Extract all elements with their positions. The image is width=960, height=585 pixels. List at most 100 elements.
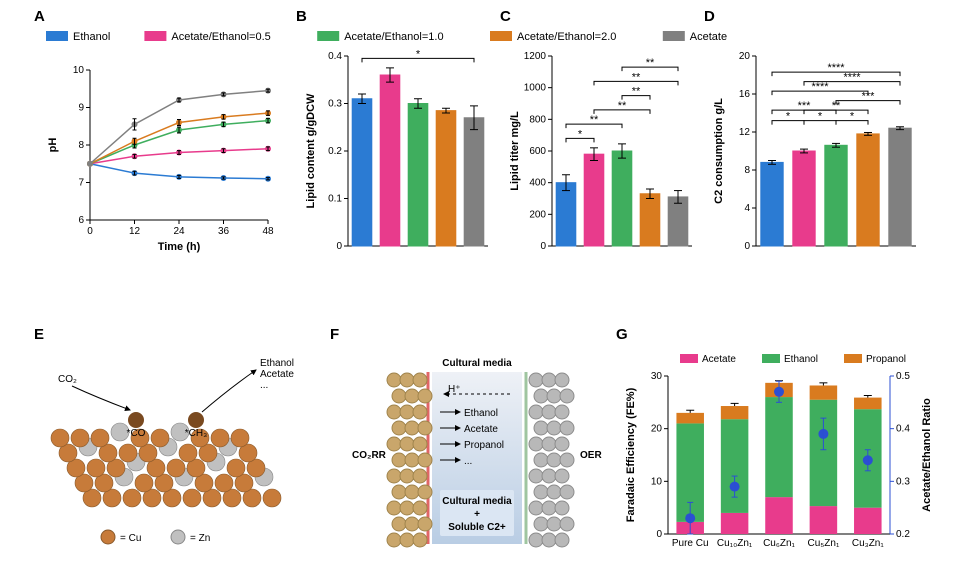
svg-text:0.1: 0.1 — [328, 194, 342, 205]
svg-text:Propanol: Propanol — [464, 440, 504, 451]
panel-label-b: B — [296, 8, 307, 25]
svg-text:9: 9 — [78, 103, 84, 114]
svg-text:0: 0 — [540, 241, 546, 252]
svg-text:0.2: 0.2 — [896, 529, 910, 540]
svg-text:****: **** — [811, 81, 829, 93]
svg-text:**: ** — [590, 114, 599, 126]
svg-text:*: * — [578, 128, 583, 140]
panel-a-chart: 0 12 24 36 48 6 7 8 9 10 Time (h) pH — [46, 60, 276, 260]
svg-text:0: 0 — [336, 241, 342, 252]
svg-text:1200: 1200 — [524, 51, 547, 62]
svg-text:+: + — [474, 509, 480, 520]
svg-text:12: 12 — [129, 226, 141, 237]
svg-text:Ethanol: Ethanol — [73, 31, 110, 43]
svg-text:8: 8 — [744, 165, 750, 176]
panel-label-a: A — [34, 8, 45, 25]
svg-text:Acetate: Acetate — [702, 354, 736, 365]
panel-f-diagram: Cultural media H⁺ Ethanol Acetate Propanol..… — [336, 348, 606, 568]
shared-legend: Ethanol Acetate/Ethanol=0.5 Acetate/Ethano… — [46, 28, 916, 46]
svg-text:Cu₆Zn₁: Cu₆Zn₁ — [763, 538, 795, 549]
svg-text:12: 12 — [739, 127, 751, 138]
svg-text:**: ** — [632, 71, 641, 83]
panel-d-chart: 048121620C2 consumption g/L*************… — [712, 48, 922, 262]
svg-text:**: ** — [618, 100, 627, 112]
svg-text:Lipid content g/gDCW: Lipid content g/gDCW — [305, 93, 317, 208]
svg-text:Acetate: Acetate — [464, 424, 498, 435]
svg-text:Time (h): Time (h) — [158, 241, 201, 253]
figure: { "panel_labels": {"A":"A","B":"B","C":"… — [0, 0, 960, 585]
svg-text:pH: pH — [47, 138, 59, 153]
svg-text:200: 200 — [529, 209, 546, 220]
svg-text:24: 24 — [173, 226, 185, 237]
svg-text:= Zn: = Zn — [190, 533, 210, 544]
svg-text:20: 20 — [739, 51, 751, 62]
svg-text:CO₂RR: CO₂RR — [352, 450, 387, 461]
svg-text:Faradaic Efficiency (FE%): Faradaic Efficiency (FE%) — [625, 387, 637, 522]
svg-text:7: 7 — [78, 178, 84, 189]
svg-text:**: ** — [646, 57, 655, 69]
svg-text:10: 10 — [73, 65, 85, 76]
svg-text:6: 6 — [78, 215, 84, 226]
svg-text:0: 0 — [87, 226, 93, 237]
svg-text:*: * — [818, 111, 823, 123]
svg-text:600: 600 — [529, 146, 546, 157]
svg-text:...: ... — [260, 380, 268, 391]
svg-text:Lipid titer mg/L: Lipid titer mg/L — [509, 111, 521, 191]
svg-text:0.3: 0.3 — [328, 99, 342, 110]
panel-e-diagram: *CO *CH₃ CO₂ EthanolAcetate... = Cu = Zn — [38, 348, 318, 568]
svg-text:Ethanol: Ethanol — [464, 408, 498, 419]
svg-text:0.5: 0.5 — [896, 371, 910, 382]
svg-text:*CH₃: *CH₃ — [185, 428, 207, 439]
svg-text:400: 400 — [529, 178, 546, 189]
svg-text:Ethanol: Ethanol — [784, 354, 818, 365]
svg-text:0: 0 — [744, 241, 750, 252]
panel-g-chart: Acetate Ethanol Propanol 0 10 20 30 0.2 0.3 0.4 0.… — [616, 348, 946, 568]
svg-text:Soluble C2+: Soluble C2+ — [448, 522, 506, 533]
svg-text:*: * — [786, 111, 791, 123]
panel-label-f: F — [330, 326, 339, 343]
panel-b-chart: 0 0.1 0.2 0.3 0.4 Lipid content g/gDCW * — [304, 48, 494, 262]
svg-text:10: 10 — [651, 476, 663, 487]
svg-text:...: ... — [464, 456, 472, 467]
svg-text:4: 4 — [744, 203, 750, 214]
svg-text:**: ** — [632, 86, 641, 98]
panel-label-e: E — [34, 326, 44, 343]
svg-text:0.4: 0.4 — [896, 424, 910, 435]
svg-text:C2 consumption g/L: C2 consumption g/L — [713, 98, 725, 204]
svg-text:Acetate/Ethanol=2.0: Acetate/Ethanol=2.0 — [517, 31, 616, 43]
svg-text:36: 36 — [218, 226, 230, 237]
svg-text:= Cu: = Cu — [120, 533, 141, 544]
svg-text:0.3: 0.3 — [896, 476, 910, 487]
svg-text:16: 16 — [739, 89, 751, 100]
svg-text:Pure Cu: Pure Cu — [672, 538, 709, 549]
panel-label-d: D — [704, 8, 715, 25]
svg-text:****: **** — [827, 62, 845, 74]
svg-text:0.4: 0.4 — [328, 51, 342, 62]
svg-text:8: 8 — [78, 140, 84, 151]
svg-text:0: 0 — [656, 529, 662, 540]
panel-label-c: C — [500, 8, 511, 25]
svg-text:Acetate: Acetate — [260, 369, 294, 380]
svg-text:CO₂: CO₂ — [58, 374, 77, 385]
svg-text:Acetate: Acetate — [690, 31, 727, 43]
svg-text:30: 30 — [651, 371, 663, 382]
svg-text:Acetate/Ethanol Ratio: Acetate/Ethanol Ratio — [921, 398, 933, 512]
svg-text:H⁺: H⁺ — [448, 384, 461, 395]
svg-text:Acetate/Ethanol=1.0: Acetate/Ethanol=1.0 — [344, 31, 443, 43]
svg-text:****: **** — [843, 72, 861, 84]
svg-text:Cultural media: Cultural media — [442, 358, 512, 369]
svg-text:*: * — [850, 111, 855, 123]
svg-text:20: 20 — [651, 424, 663, 435]
svg-text:Cu₃Zn₁: Cu₃Zn₁ — [852, 538, 885, 549]
svg-text:48: 48 — [262, 226, 274, 237]
svg-text:*: * — [416, 48, 421, 60]
svg-text:1000: 1000 — [524, 83, 547, 94]
svg-text:Propanol: Propanol — [866, 354, 906, 365]
svg-text:*CO: *CO — [127, 428, 146, 439]
svg-text:0.2: 0.2 — [328, 146, 342, 157]
svg-text:800: 800 — [529, 114, 546, 125]
svg-text:Acetate/Ethanol=0.5: Acetate/Ethanol=0.5 — [171, 31, 270, 43]
panel-c-chart: 020040060080010001200Lipid titer mg/L***… — [508, 48, 698, 262]
svg-text:OER: OER — [580, 450, 602, 461]
svg-text:Ethanol: Ethanol — [260, 358, 294, 369]
